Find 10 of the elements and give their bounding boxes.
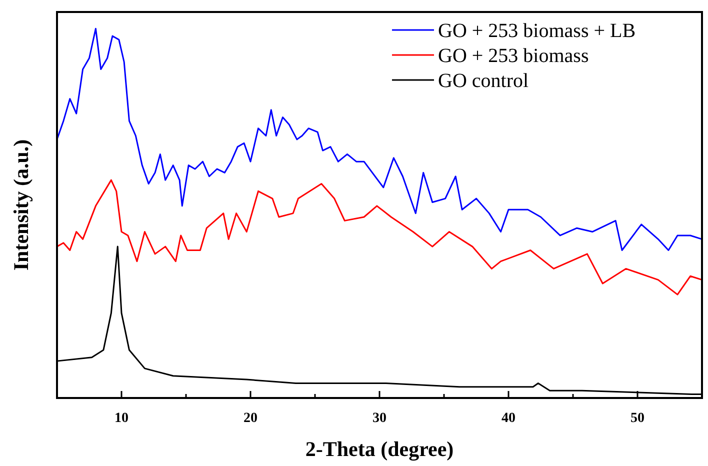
legend-label: GO control xyxy=(438,70,529,92)
legend-label: GO + 253 biomass + LB xyxy=(438,20,636,42)
x-tick-label: 30 xyxy=(372,411,386,426)
x-axis-title: 2-Theta (degree) xyxy=(305,437,454,461)
x-tick-label: 40 xyxy=(502,411,516,426)
y-axis-title: Intensity (a.u.) xyxy=(9,139,33,271)
x-tick-label: 20 xyxy=(244,411,258,426)
x-tick-label: 50 xyxy=(630,411,644,426)
x-tick-label: 10 xyxy=(114,411,128,426)
legend-label: GO + 253 biomass xyxy=(438,45,589,67)
